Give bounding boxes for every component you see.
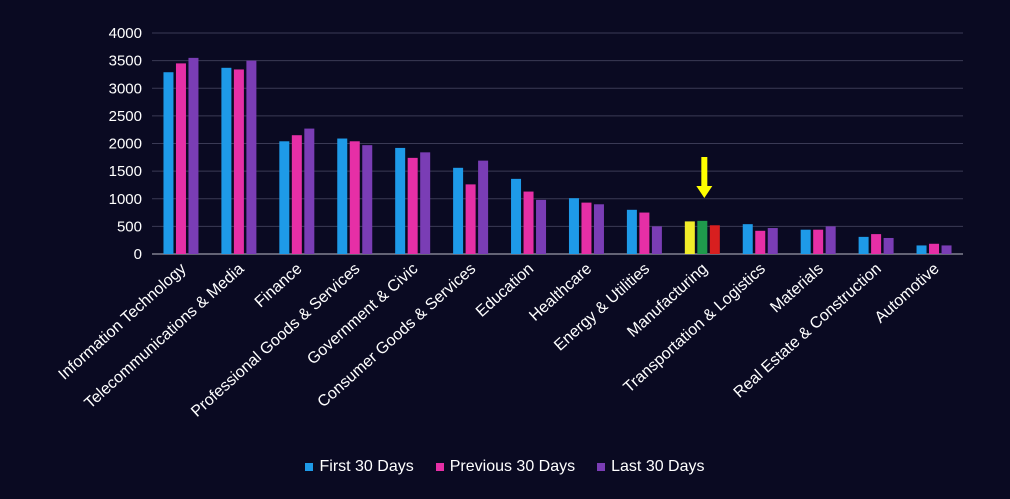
- bar-last-30-days: [709, 225, 720, 254]
- bar-last-30-days: [941, 245, 952, 254]
- bar-first-30-days: [395, 147, 406, 254]
- bar-previous-30-days: [523, 191, 534, 254]
- bar-last-30-days: [362, 145, 373, 254]
- bars: [163, 57, 952, 255]
- bar-first-30-days: [626, 209, 637, 254]
- bar-first-30-days: [221, 67, 232, 255]
- legend-item: Last 30 Days: [597, 458, 705, 476]
- legend-label: First 30 Days: [319, 458, 414, 475]
- x-tick-label: Energy & Utilities: [551, 260, 653, 354]
- bar-previous-30-days: [813, 229, 824, 254]
- bar-last-30-days: [304, 128, 315, 254]
- highlight-arrow: [696, 157, 713, 198]
- bar-first-30-days: [568, 198, 579, 254]
- y-tick-label: 0: [134, 246, 142, 263]
- bar-previous-30-days: [233, 69, 244, 254]
- bar-first-30-days: [742, 224, 753, 254]
- bar-last-30-days: [593, 204, 604, 254]
- bar-last-30-days: [767, 228, 778, 254]
- bar-last-30-days: [536, 199, 547, 254]
- y-tick-label: 4000: [109, 25, 142, 42]
- bar-last-30-days: [246, 60, 257, 254]
- bar-previous-30-days: [697, 220, 708, 254]
- bar-last-30-days: [478, 160, 489, 254]
- bar-first-30-days: [511, 178, 522, 254]
- bar-first-30-days: [279, 141, 290, 254]
- y-tick-label: 2000: [109, 136, 142, 153]
- bar-first-30-days: [684, 221, 695, 254]
- legend-swatch: [597, 463, 606, 471]
- y-tick-label: 2500: [109, 108, 142, 125]
- bar-first-30-days: [800, 229, 811, 254]
- y-tick-label: 1000: [109, 191, 142, 208]
- bar-previous-30-days: [755, 230, 766, 254]
- bar-last-30-days: [188, 57, 199, 254]
- bar-previous-30-days: [349, 141, 360, 254]
- legend: First 30 Days Previous 30 Days Last 30 Day…: [0, 458, 1010, 476]
- gridlines: [152, 32, 963, 255]
- bar-previous-30-days: [929, 243, 940, 254]
- legend-swatch: [435, 463, 444, 471]
- bar-last-30-days: [825, 226, 836, 254]
- y-tick-label: 500: [117, 218, 142, 235]
- bar-first-30-days: [858, 236, 869, 254]
- bar-previous-30-days: [175, 63, 186, 255]
- bar-first-30-days: [916, 245, 927, 254]
- x-axis-labels: Information TechnologyTelecommunications…: [56, 260, 943, 420]
- bar-first-30-days: [453, 167, 464, 254]
- bar-previous-30-days: [871, 234, 882, 254]
- down-arrow-icon: [696, 157, 713, 198]
- bar-last-30-days: [420, 152, 431, 254]
- legend-swatch: [305, 463, 314, 471]
- legend-label: Last 30 Days: [611, 458, 705, 475]
- x-tick-label: Automotive: [872, 260, 943, 326]
- bar-first-30-days: [337, 138, 348, 254]
- bar-first-30-days: [163, 72, 174, 254]
- bar-previous-30-days: [639, 212, 650, 254]
- y-tick-label: 3500: [109, 53, 142, 70]
- legend-label: Previous 30 Days: [449, 458, 576, 475]
- bar-last-30-days: [883, 237, 894, 254]
- bar-previous-30-days: [581, 202, 592, 254]
- bar-last-30-days: [651, 226, 662, 254]
- bar-previous-30-days: [465, 184, 476, 254]
- bar-previous-30-days: [407, 157, 418, 254]
- y-tick-label: 1500: [109, 163, 142, 180]
- legend-item: Previous 30 Days: [435, 458, 576, 476]
- y-axis-ticks: 0 500 1000 1500 2000 2500 3000 3500 4000: [109, 25, 142, 263]
- bar-previous-30-days: [291, 135, 302, 254]
- x-tick-label: Finance: [252, 260, 306, 311]
- x-tick-label: Materials: [767, 260, 827, 316]
- x-tick-label: Government & Civic: [304, 260, 421, 368]
- legend-item: First 30 Days: [305, 458, 414, 476]
- y-tick-label: 3000: [109, 80, 142, 97]
